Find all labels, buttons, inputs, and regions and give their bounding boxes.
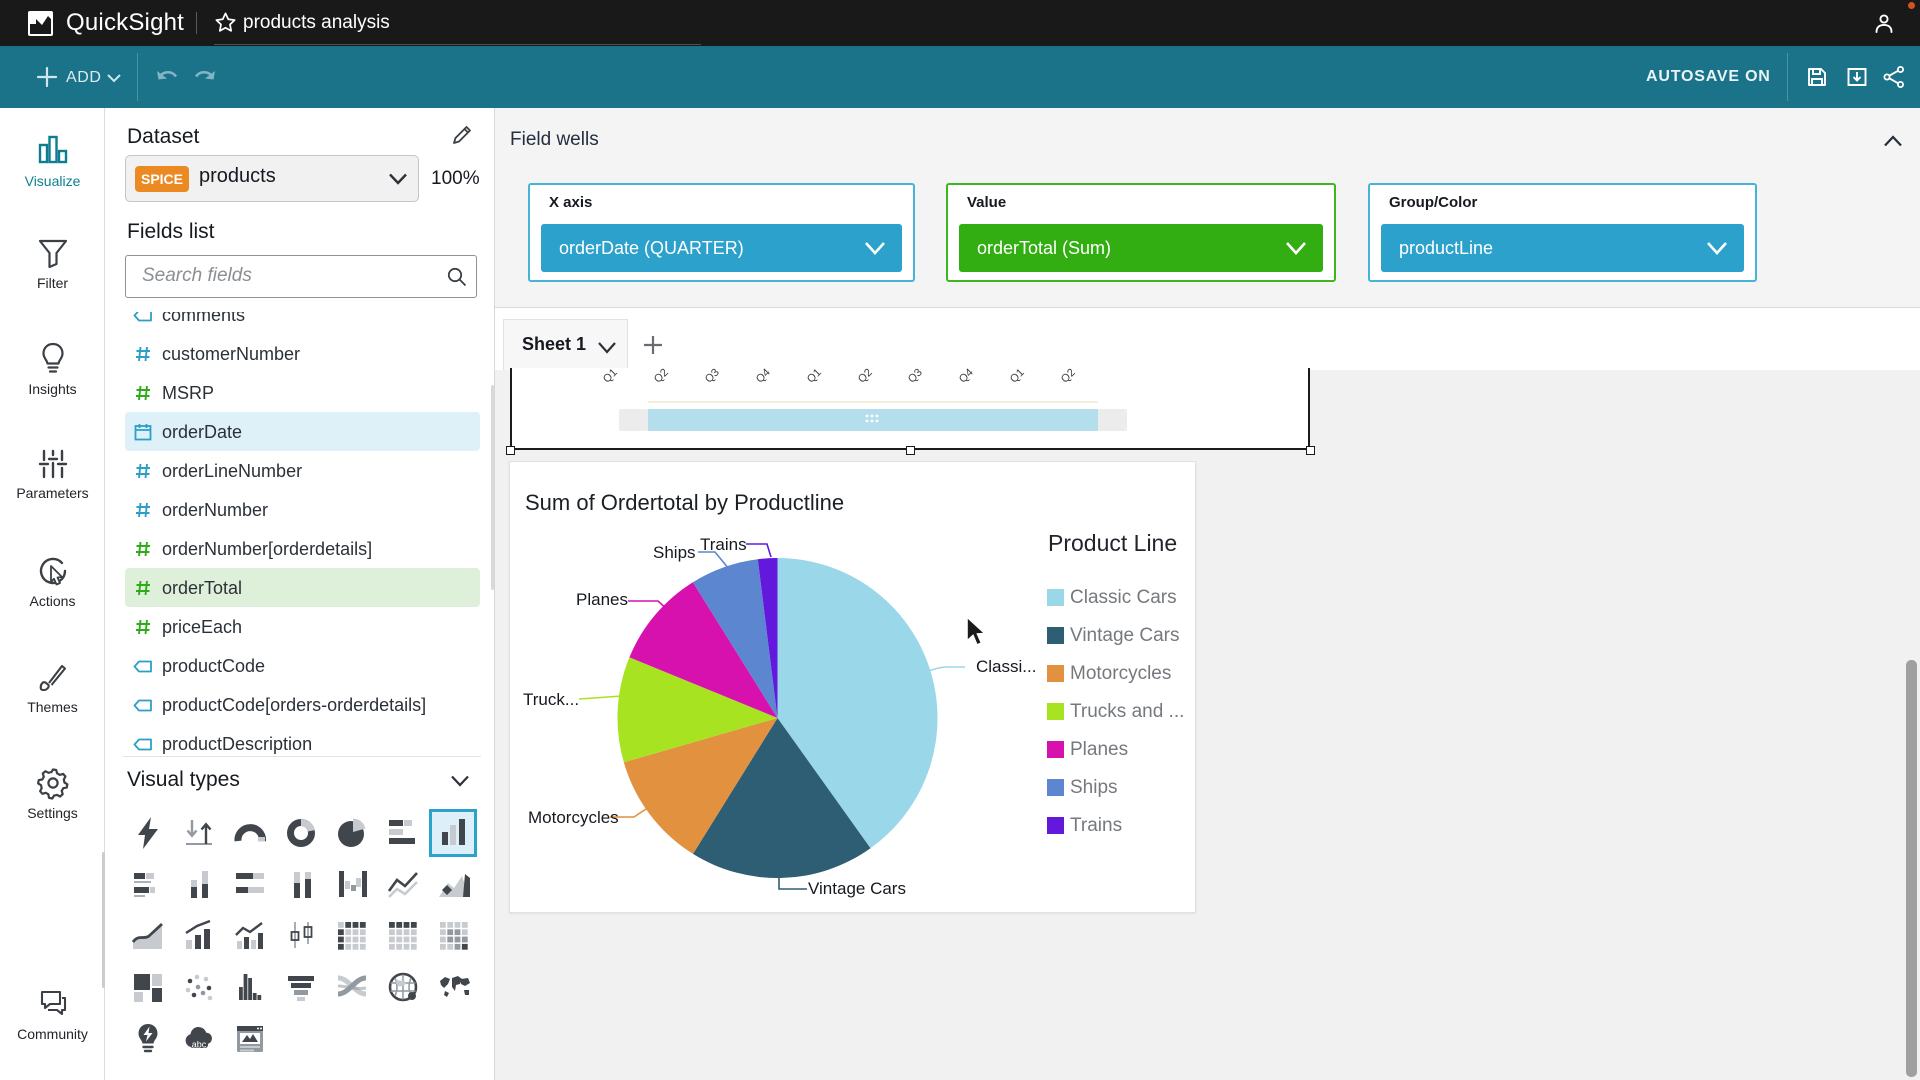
svg-text:Trains: Trains bbox=[700, 535, 747, 554]
svg-text:Planes: Planes bbox=[576, 590, 628, 609]
svg-text:abc: abc bbox=[192, 1040, 207, 1050]
svg-text:Motorcycles: Motorcycles bbox=[528, 808, 619, 827]
svg-text:Ships: Ships bbox=[653, 543, 696, 562]
svg-text:Classi...: Classi... bbox=[976, 657, 1036, 676]
svg-text:Vintage Cars: Vintage Cars bbox=[808, 879, 906, 898]
svg-text:Truck...: Truck... bbox=[523, 690, 579, 709]
